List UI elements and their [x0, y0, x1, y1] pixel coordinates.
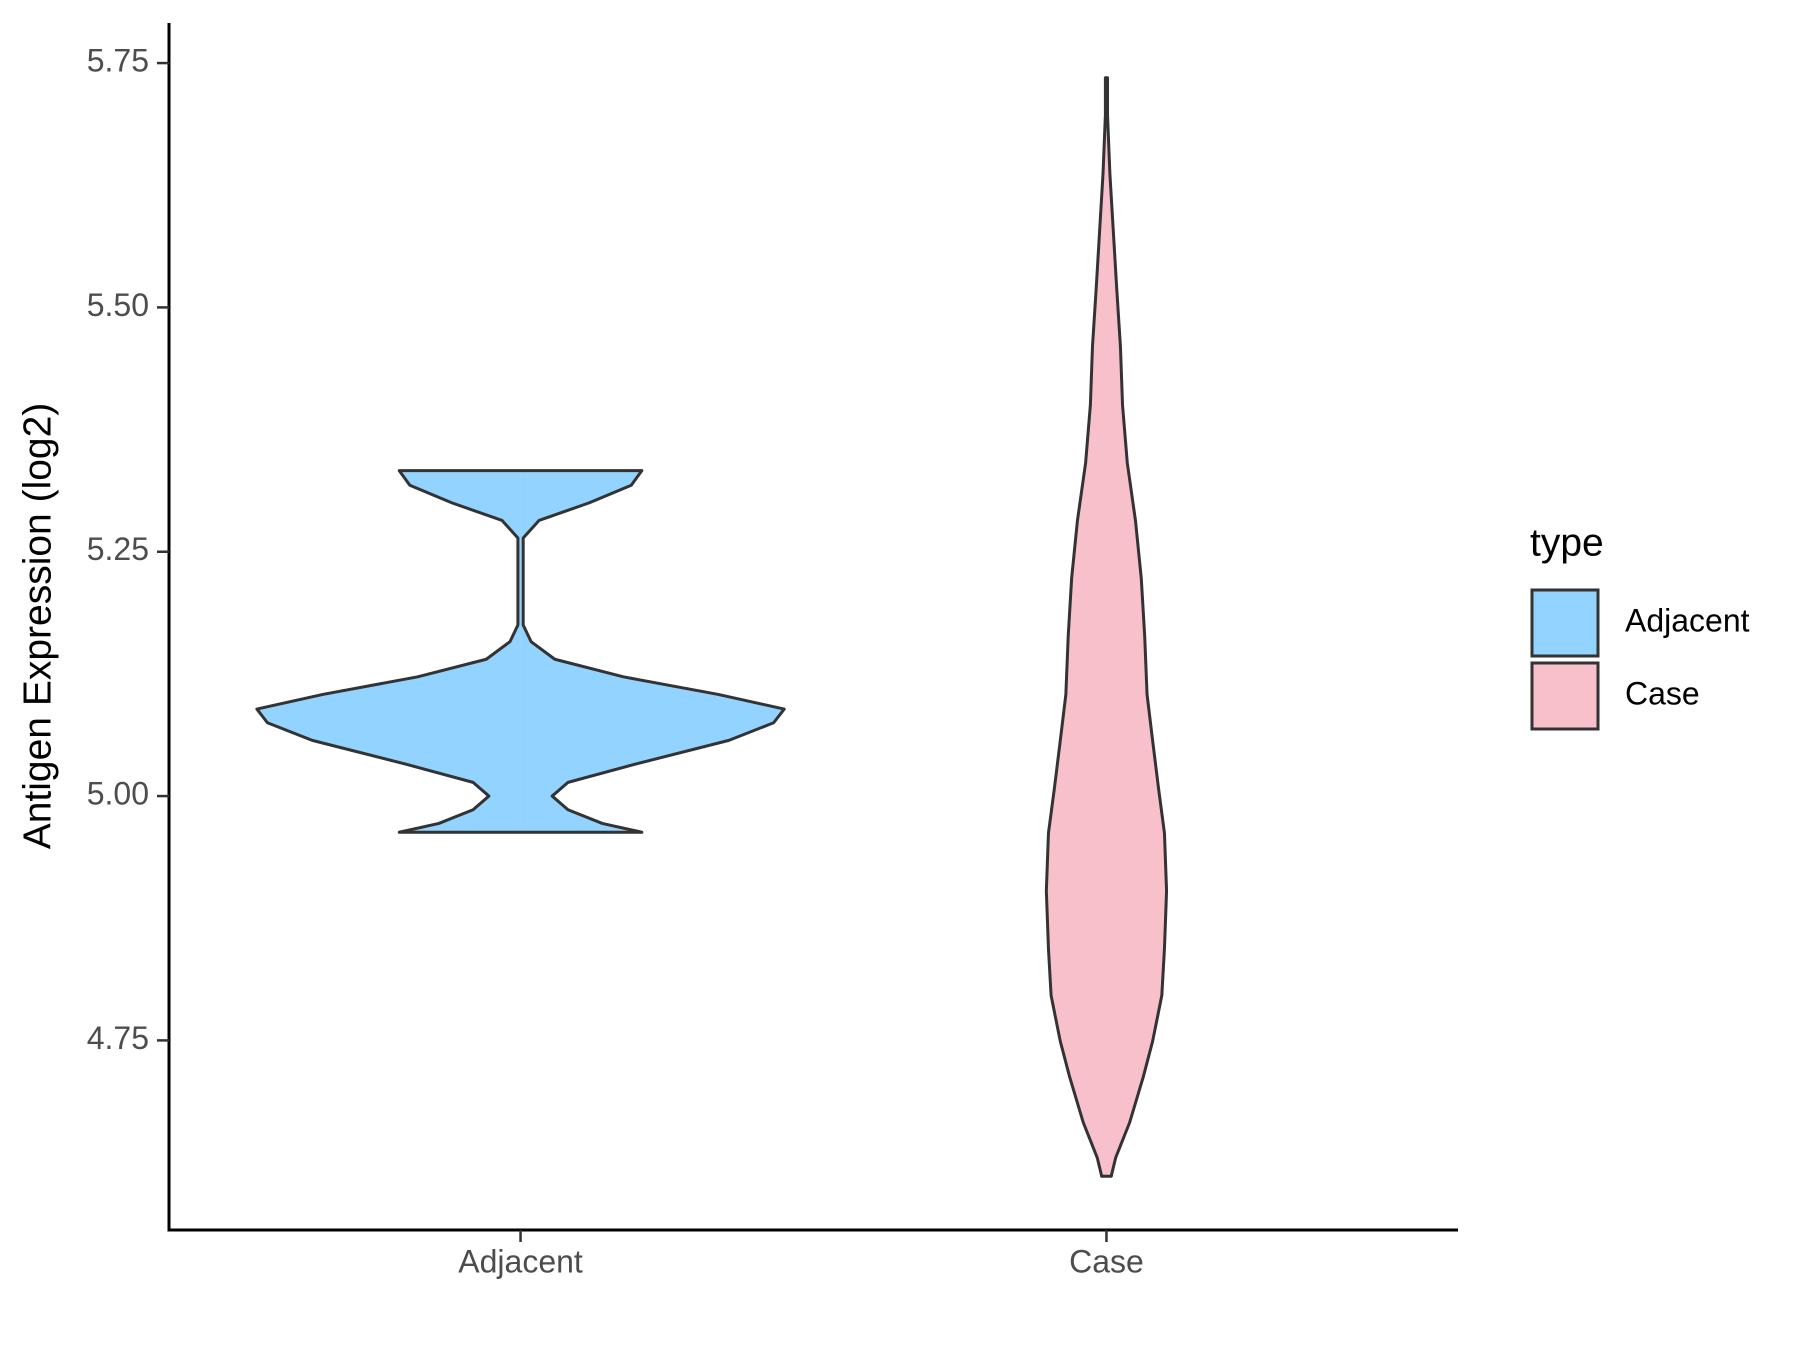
y-tick-label: 4.75: [87, 1020, 149, 1056]
violin-outline: [1106, 77, 1169, 1177]
violin-fill: [520, 470, 785, 833]
violin-outline: [1044, 77, 1107, 1177]
violin-fill: [1106, 77, 1167, 1177]
x-tick-label: Case: [1069, 1243, 1144, 1279]
legend-label: Case: [1625, 675, 1700, 711]
violin-fill: [256, 470, 521, 833]
x-tick-label: Adjacent: [458, 1243, 583, 1279]
y-axis-title: Antigen Expression (log2): [16, 403, 59, 850]
y-tick-label: 5.25: [87, 531, 149, 567]
y-tick-label: 5.75: [87, 43, 149, 79]
violin-outline: [521, 469, 786, 834]
legend-key: [1530, 661, 1600, 731]
violin-outline: [255, 469, 520, 834]
legend-label: Adjacent: [1625, 602, 1750, 638]
y-tick-label: 5.50: [87, 287, 149, 323]
legend-title: type: [1530, 521, 1604, 564]
y-tick-label: 5.00: [87, 776, 149, 812]
violin-fill: [1046, 77, 1107, 1177]
legend-key: [1530, 588, 1600, 658]
